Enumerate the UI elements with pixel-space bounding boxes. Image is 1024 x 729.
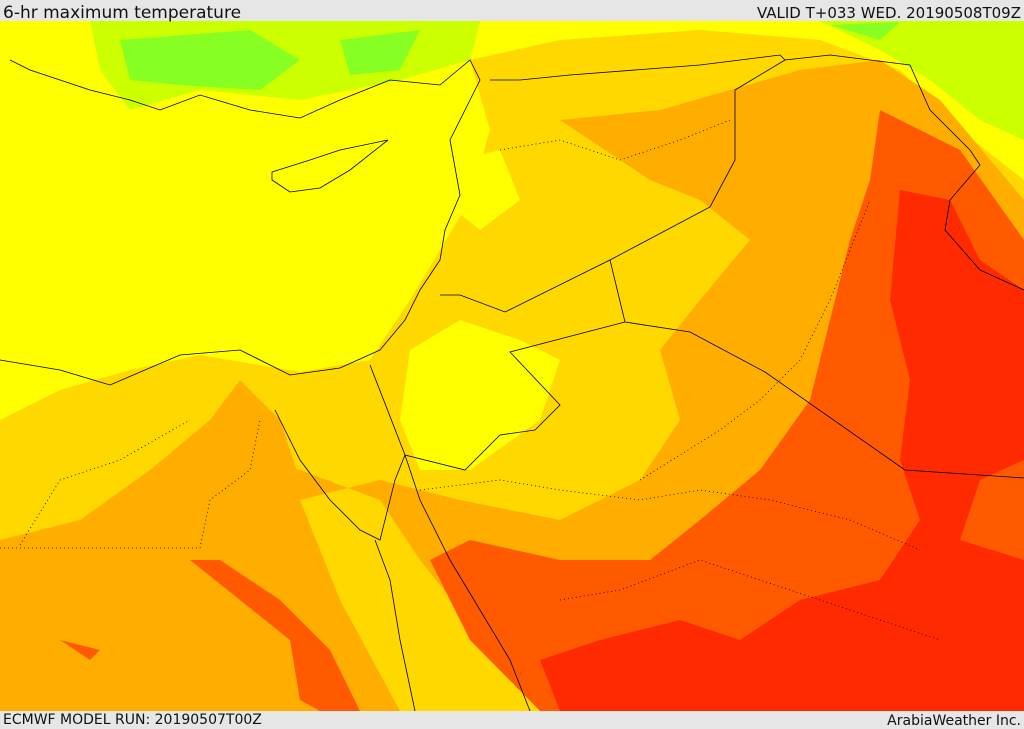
valid-time: VALID T+033 WED. 20190508T09Z — [756, 4, 1021, 22]
header-bar: 6-hr maximum temperature VALID T+033 WED… — [0, 0, 1024, 23]
footer-bar: ECMWF MODEL RUN: 20190507T00Z ArabiaWeat… — [0, 711, 1024, 729]
borders — [369, 54, 1024, 479]
temp-zone-red — [540, 190, 1024, 711]
map-title: 6-hr maximum temperature — [3, 3, 242, 23]
province-borders — [0, 119, 941, 641]
temp-zone-yellow-pocket — [400, 150, 560, 470]
model-run: ECMWF MODEL RUN: 20190507T00Z — [3, 712, 262, 728]
coastlines — [0, 59, 531, 712]
temp-zone-dark-orange-west — [60, 560, 360, 711]
temp-zone-cooler — [120, 22, 900, 90]
temp-zone-cool — [90, 21, 1024, 140]
temp-zone-dark-orange — [430, 110, 1024, 711]
brand-credit: ArabiaWeather Inc. — [887, 713, 1021, 729]
